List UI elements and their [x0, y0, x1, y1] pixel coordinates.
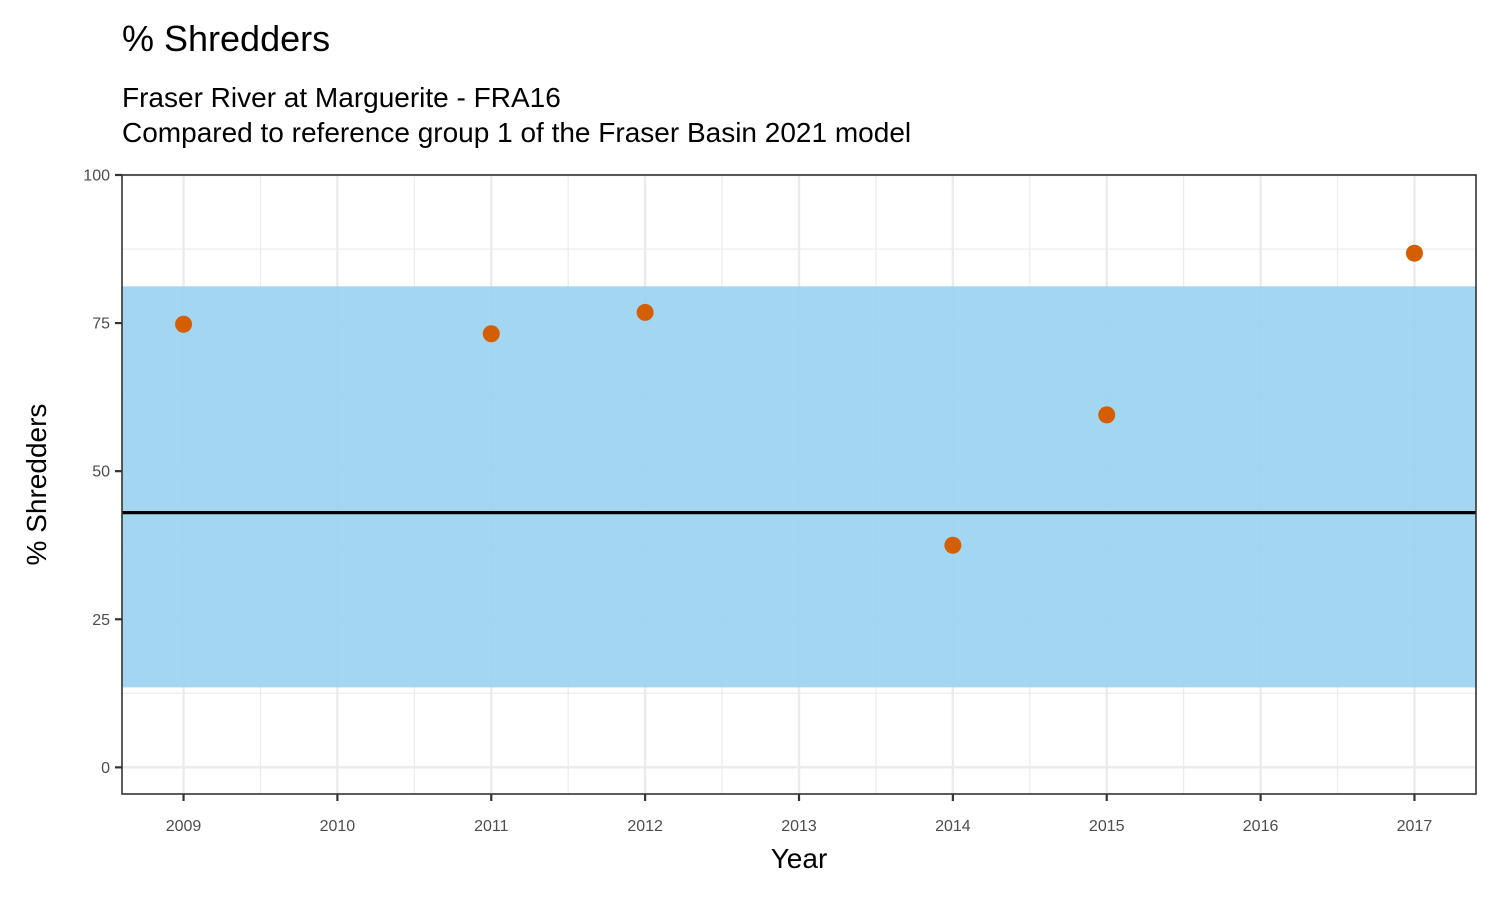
data-point	[175, 315, 193, 333]
data-point	[482, 325, 500, 343]
chart-subtitle-line-2: Compared to reference group 1 of the Fra…	[122, 117, 912, 148]
y-tick-label: 75	[92, 316, 110, 333]
y-tick-label: 100	[83, 168, 110, 185]
x-tick-label: 2015	[1089, 818, 1125, 835]
y-tick-label: 50	[92, 464, 110, 481]
x-tick-label: 2014	[935, 818, 971, 835]
y-axis-title: % Shredders	[21, 404, 52, 566]
x-axis: 2009 2010 2011 2012 2013 2014 2015 2016 2017	[166, 794, 1433, 835]
x-tick-label: 2011	[474, 818, 509, 835]
reference-band	[122, 286, 1476, 688]
data-points	[175, 244, 1423, 554]
data-point	[636, 303, 654, 321]
x-tick-label: 2016	[1243, 818, 1279, 835]
x-tick-label: 2009	[166, 818, 202, 835]
x-tick-label: 2017	[1397, 818, 1433, 835]
x-tick-label: 2010	[320, 818, 356, 835]
x-axis-title: Year	[771, 843, 828, 874]
data-point	[1405, 244, 1423, 262]
data-point	[944, 536, 962, 554]
y-tick-label: 25	[92, 612, 110, 629]
data-point	[1098, 406, 1116, 424]
chart-title: % Shredders	[122, 18, 331, 59]
x-tick-label: 2012	[627, 818, 663, 835]
y-axis: 0 25 50 75 100	[83, 168, 122, 777]
x-tick-label: 2013	[781, 818, 817, 835]
y-tick-label: 0	[101, 760, 110, 777]
chart-subtitle-line-1: Fraser River at Marguerite - FRA16	[122, 82, 561, 113]
